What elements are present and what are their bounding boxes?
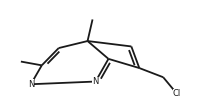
Text: N: N bbox=[28, 80, 34, 89]
Text: N: N bbox=[92, 77, 99, 86]
Text: Cl: Cl bbox=[173, 89, 181, 98]
